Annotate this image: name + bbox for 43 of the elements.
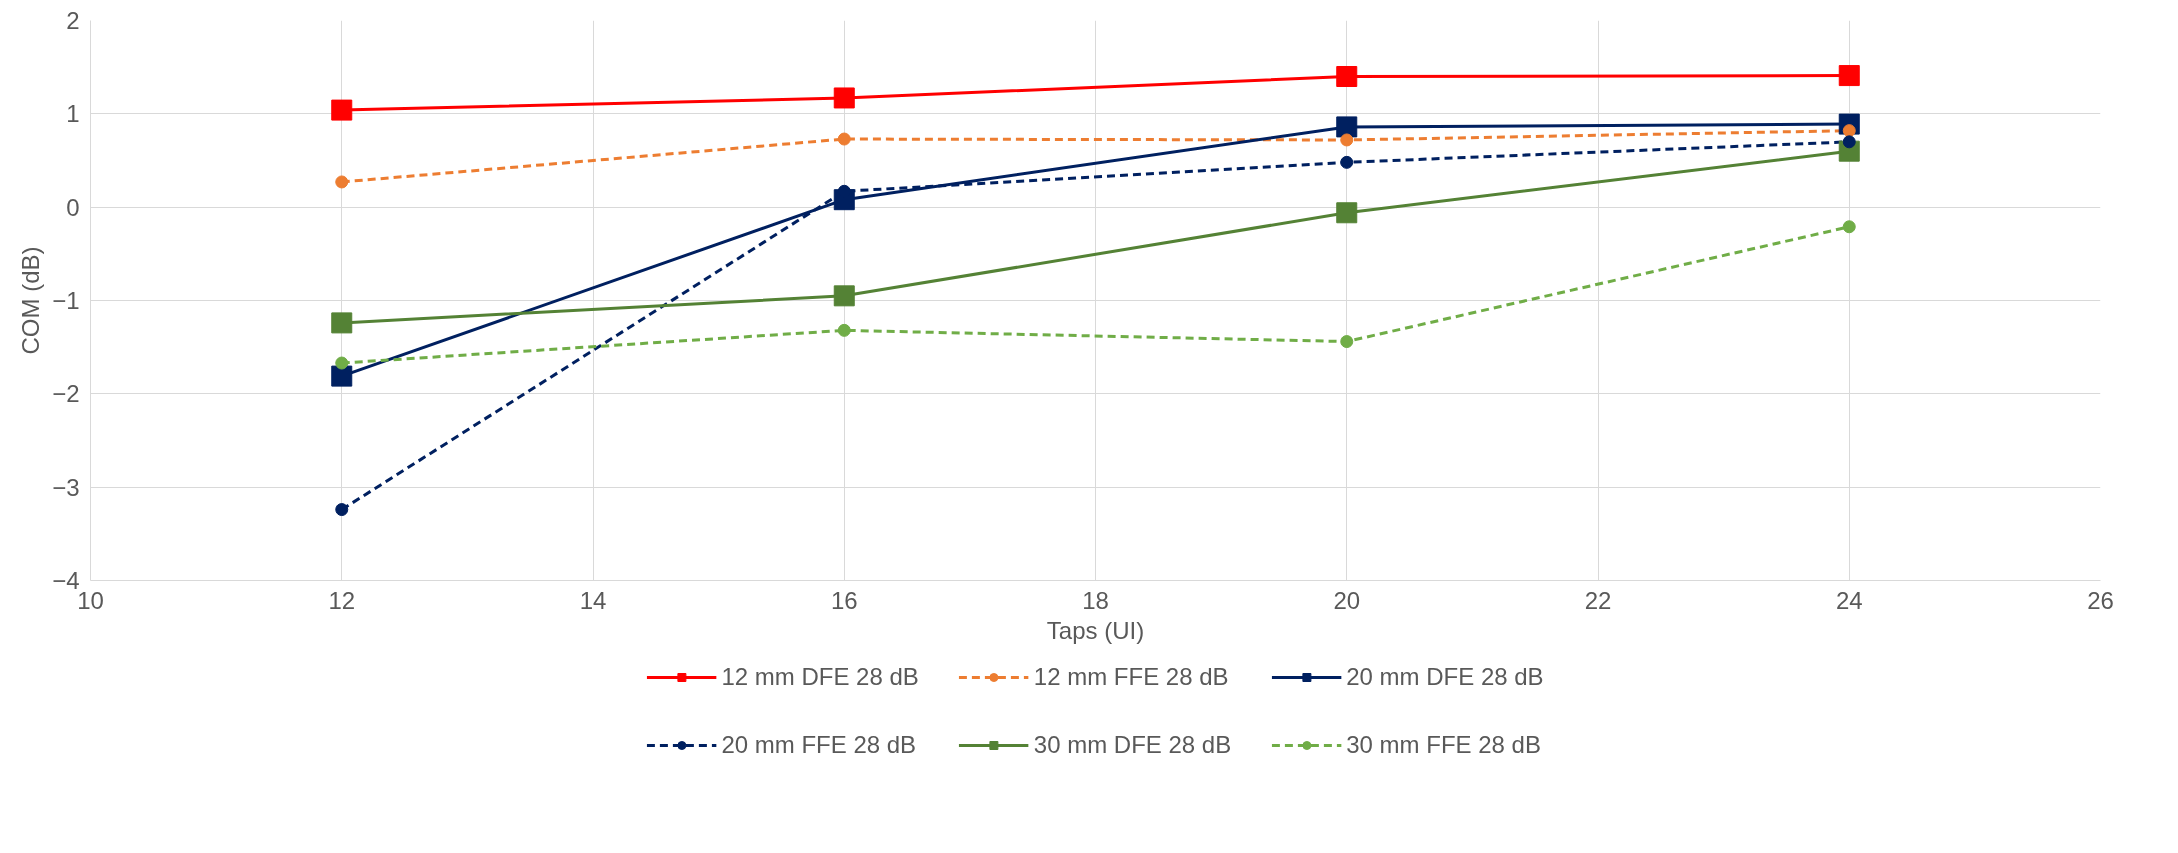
x-tick-label: 12 [328,586,356,614]
point [833,87,855,109]
point [331,312,353,334]
y-tick-label: −3 [52,473,80,501]
point [1340,133,1354,147]
point [1842,135,1856,149]
legend-label: 30 mm FFE 28 dB [1346,731,1541,759]
point [1340,155,1354,169]
y-tick-label: 2 [66,7,80,34]
legend-label: 30 mm DFE 28 dB [1033,731,1232,759]
x-tick-label: 24 [1835,586,1863,614]
point [1336,202,1358,224]
legend-label: 12 mm FFE 28 dB [1033,663,1229,691]
point [1340,335,1354,349]
point [331,99,353,121]
legend-label: 20 mm DFE 28 dB [1346,663,1544,691]
y-tick-label: 1 [66,100,80,128]
point [837,323,851,337]
x-tick-label: 26 [2087,586,2114,614]
point [335,503,349,517]
point [1838,65,1860,87]
y-tick-label: −1 [52,287,80,314]
legend-label: 12 mm DFE 28 dB [721,663,919,691]
y-tick-label: 0 [66,193,80,221]
point [335,356,349,370]
x-tick-label: 18 [1082,586,1109,614]
point [1842,220,1856,234]
y-tick-label: −4 [52,567,80,594]
y-axis-title: COM (dB) [17,246,45,355]
y-tick-label: −2 [52,380,80,408]
x-tick-label: 22 [1584,586,1612,614]
x-axis-title: Taps (UI) [1046,616,1145,644]
x-tick-label: 14 [579,586,607,614]
point [833,285,855,307]
x-tick-label: 10 [77,586,104,614]
x-tick-label: 20 [1333,586,1361,614]
point [1336,66,1358,87]
point [335,175,349,189]
point [837,132,851,146]
legend-label: 20 mm FFE 28 dB [721,731,917,759]
point [1336,116,1358,138]
x-tick-label: 16 [830,586,858,614]
point [331,365,353,387]
